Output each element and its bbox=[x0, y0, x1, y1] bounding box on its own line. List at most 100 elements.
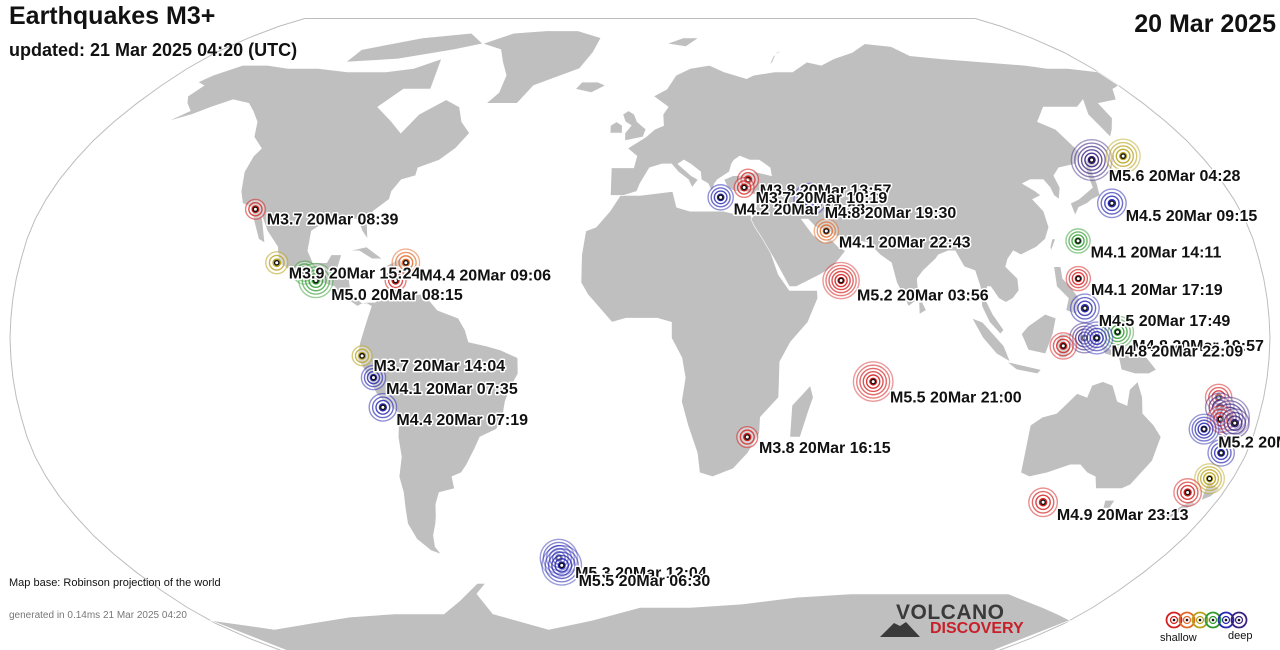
quake-marker[interactable] bbox=[1105, 138, 1141, 174]
quake-marker[interactable] bbox=[1080, 321, 1114, 355]
borneo-land bbox=[1021, 313, 1057, 355]
quake-epicenter bbox=[359, 352, 366, 359]
new-guinea-land bbox=[1097, 341, 1157, 374]
quake-epicenter bbox=[1040, 499, 1046, 506]
quake-marker[interactable] bbox=[1207, 439, 1236, 467]
greenland-land bbox=[481, 30, 602, 104]
quake-marker[interactable] bbox=[244, 198, 266, 220]
map-base-note: Map base: Robinson projection of the wor… bbox=[9, 577, 221, 589]
quake-label: M3.8 20Mar 16:15 bbox=[759, 440, 891, 457]
quake-marker[interactable] bbox=[368, 392, 398, 422]
quake-label: M3.7 20Mar 08:39 bbox=[267, 212, 399, 229]
antarctica-land bbox=[210, 583, 1071, 650]
volcano-discovery-logo[interactable]: VOLCANO DISCOVERY bbox=[880, 601, 1040, 643]
quake-marker[interactable] bbox=[1194, 463, 1226, 495]
legend-depth-swatch bbox=[1217, 611, 1235, 629]
quake-marker[interactable] bbox=[707, 184, 734, 211]
quake-marker[interactable] bbox=[736, 425, 759, 449]
logo-line-2: DISCOVERY bbox=[930, 620, 1024, 637]
updated-timestamp: updated: 21 Mar 2025 04:20 (UTC) bbox=[9, 40, 298, 60]
quake-marker[interactable] bbox=[1096, 188, 1127, 219]
quake-epicenter bbox=[1082, 305, 1088, 312]
novaya-zemlya-land bbox=[768, 46, 791, 66]
earthquake-markers bbox=[244, 138, 1251, 586]
svalbard-land bbox=[666, 37, 700, 47]
quake-marker[interactable] bbox=[1065, 265, 1092, 292]
quake-label: M5.3 20Mar 12:04 bbox=[575, 565, 707, 582]
map-date: 20 Mar 2025 bbox=[1134, 10, 1276, 38]
quake-marker[interactable] bbox=[1219, 408, 1250, 439]
legend-depth-swatch bbox=[1178, 611, 1196, 629]
tasmania-land bbox=[1102, 500, 1116, 509]
map-title: Earthquakes M3+ bbox=[9, 2, 216, 30]
quake-label: M4.8 20Mar 19:30 bbox=[825, 205, 957, 222]
quake-marker[interactable] bbox=[813, 218, 840, 244]
quake-label: M4.8 20Mar 22:09 bbox=[1112, 344, 1244, 361]
quake-marker[interactable] bbox=[265, 251, 289, 275]
quake-label: M4.1 20Mar 17:19 bbox=[1091, 282, 1223, 299]
quake-marker[interactable] bbox=[541, 544, 583, 586]
quake-epicenter bbox=[717, 194, 724, 201]
logo-line-1: VOLCANO bbox=[896, 601, 1005, 624]
quake-marker[interactable] bbox=[793, 182, 827, 216]
quake-marker[interactable] bbox=[360, 364, 387, 391]
quake-label: M3.7 20Mar 10:19 bbox=[756, 190, 888, 207]
quake-marker[interactable] bbox=[1209, 396, 1251, 438]
quake-label: M4.5 20Mar 17:49 bbox=[1099, 313, 1231, 330]
iceland-land bbox=[574, 81, 607, 93]
quake-epicenter bbox=[838, 277, 844, 284]
taiwan-land bbox=[1049, 238, 1056, 252]
quake-epicenter bbox=[273, 259, 280, 266]
great-britain-land bbox=[622, 110, 647, 142]
quake-marker[interactable] bbox=[1028, 487, 1059, 518]
quake-marker[interactable] bbox=[1049, 332, 1078, 360]
quake-epicenter bbox=[1114, 329, 1121, 335]
quake-epicenter bbox=[1206, 475, 1213, 482]
cuba-land bbox=[348, 246, 384, 260]
quake-marker[interactable] bbox=[822, 261, 860, 300]
legend-shallow-label: shallow bbox=[1160, 632, 1197, 644]
quake-marker[interactable] bbox=[1065, 228, 1091, 254]
australia-land bbox=[1020, 381, 1162, 489]
quake-label: M4.4 20Mar 07:19 bbox=[396, 412, 528, 429]
madagascar-land bbox=[789, 384, 814, 438]
quake-label: M5.5 20Mar 21:00 bbox=[890, 389, 1022, 406]
quake-marker[interactable] bbox=[1173, 478, 1203, 507]
quake-epicenter bbox=[379, 404, 386, 411]
depth-legend-rings bbox=[1165, 611, 1248, 629]
quake-marker[interactable] bbox=[1069, 293, 1100, 324]
quake-label: M3.7 20Mar 14:04 bbox=[374, 358, 506, 375]
quake-marker[interactable] bbox=[384, 269, 407, 292]
quake-epicenter bbox=[870, 378, 877, 385]
legend-deep-label: deep bbox=[1228, 630, 1253, 642]
quake-epicenter bbox=[402, 259, 409, 266]
quake-epicenter bbox=[370, 374, 377, 381]
quake-label: M5.2 20Mar 03:56 bbox=[857, 288, 989, 305]
legend-depth-swatch bbox=[1204, 611, 1222, 629]
quake-marker[interactable] bbox=[298, 262, 334, 299]
quake-label: M5.5 20Mar 06:30 bbox=[579, 573, 711, 590]
quake-marker[interactable] bbox=[733, 176, 755, 199]
quake-marker[interactable] bbox=[1070, 139, 1113, 182]
generated-note: generated in 0.14ms 21 Mar 2025 04:20 bbox=[9, 610, 187, 621]
earthquake-labels: M3.7 20Mar 08:39 M3.9 20Mar 15:24 M5.0 20M… bbox=[265, 167, 1280, 592]
quake-label: M4.1 20Mar 14:11 bbox=[1091, 245, 1222, 262]
volcano-icon bbox=[880, 622, 920, 637]
quake-epicenter bbox=[1184, 489, 1191, 496]
quake-label: M4.8 20Mar 19:57 bbox=[1132, 338, 1264, 355]
quake-marker[interactable] bbox=[1188, 413, 1220, 445]
quake-label: M3.8 20Mar 13:57 bbox=[760, 182, 892, 199]
north-america-land bbox=[166, 58, 470, 307]
sri-lanka-land bbox=[918, 302, 927, 315]
quake-epicenter bbox=[252, 206, 259, 213]
quake-epicenter bbox=[312, 277, 319, 284]
quake-label: M5.2 20Mar 19:36 bbox=[1218, 434, 1280, 451]
quake-epicenter bbox=[558, 562, 565, 569]
quake-marker[interactable] bbox=[852, 361, 894, 403]
quake-epicenter bbox=[741, 184, 748, 191]
quake-epicenter bbox=[1093, 335, 1100, 341]
quake-marker[interactable] bbox=[351, 345, 373, 367]
quake-label: M4.4 20Mar 09:06 bbox=[419, 267, 551, 284]
quake-epicenter bbox=[1231, 420, 1238, 427]
